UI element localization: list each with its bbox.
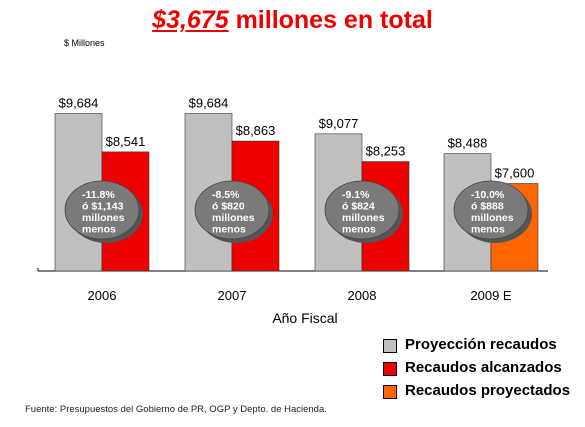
x-tick-label-3: 2009 E (470, 288, 512, 303)
data-label-0-0: $9,684 (59, 95, 99, 110)
x-tick-label-2: 2008 (348, 288, 377, 303)
unit-label: $ Millones (64, 38, 105, 48)
annotation-text-2: -9.1% ó $824 millones menos (342, 189, 385, 236)
annotation-text-0: -11.8% ó $1,143 millones menos (82, 189, 125, 236)
data-label-0-3: $8,488 (448, 136, 488, 151)
x-tick-label-0: 2006 (88, 288, 117, 303)
data-label-1-0: $8,541 (106, 134, 146, 149)
data-label-0-1: $9,684 (189, 95, 229, 110)
data-label-1-1: $8,863 (236, 123, 276, 138)
title-amount: $3,675 (152, 6, 229, 34)
bar-chart: $9,684 $8,541 2006 -11.8% ó $1,143 millones me… (37, 95, 548, 326)
x-tick-label-1: 2007 (218, 288, 247, 303)
annotation-text-1: -8.5% ó $820 millones menos (212, 189, 255, 236)
source-note: Fuente: Presupuestos del Gobierno de PR,… (25, 404, 327, 415)
chart-title: $3,675 millones en total (0, 6, 585, 35)
annotation-bubble-1 (194, 180, 270, 240)
title-rest: millones en total (228, 6, 433, 34)
legend-label-proyeccion: Proyección recaudos (405, 336, 557, 353)
data-label-1-2: $8,253 (366, 144, 406, 159)
data-label-0-2: $9,077 (319, 116, 359, 131)
annotation-bubble-0 (64, 180, 140, 240)
legend-swatch-proyectados (383, 385, 397, 399)
legend-label-proyectados: Recaudos proyectados (405, 382, 571, 399)
legend-label-alcanzados: Recaudos alcanzados (405, 359, 562, 376)
x-axis-title: Año Fiscal (272, 310, 337, 326)
annotation-bubble-3 (453, 180, 529, 240)
legend-swatch-alcanzados (383, 362, 397, 376)
legend-swatch-proyeccion (383, 339, 397, 353)
annotation-bubble-2 (324, 180, 400, 240)
annotation-text-3: -10.0% ó $888 millones menos (471, 189, 514, 236)
data-label-2-3: $7,600 (495, 166, 535, 181)
